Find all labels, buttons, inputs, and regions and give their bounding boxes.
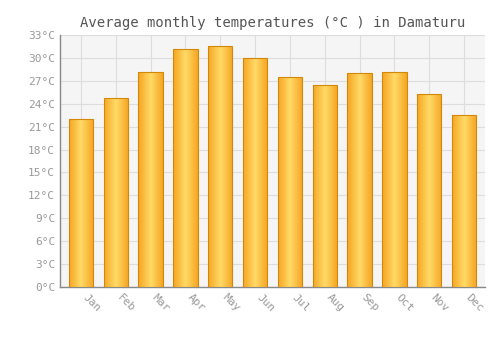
Title: Average monthly temperatures (°C ) in Damaturu: Average monthly temperatures (°C ) in Da… (80, 16, 465, 30)
Bar (417, 94, 442, 287)
Bar (138, 72, 163, 287)
Bar (208, 47, 233, 287)
Bar (278, 77, 302, 287)
Bar (243, 58, 268, 287)
Bar (104, 98, 128, 287)
Bar (68, 119, 93, 287)
Bar (173, 49, 198, 287)
Bar (382, 72, 406, 287)
Bar (312, 85, 337, 287)
Bar (452, 115, 476, 287)
Bar (348, 73, 372, 287)
